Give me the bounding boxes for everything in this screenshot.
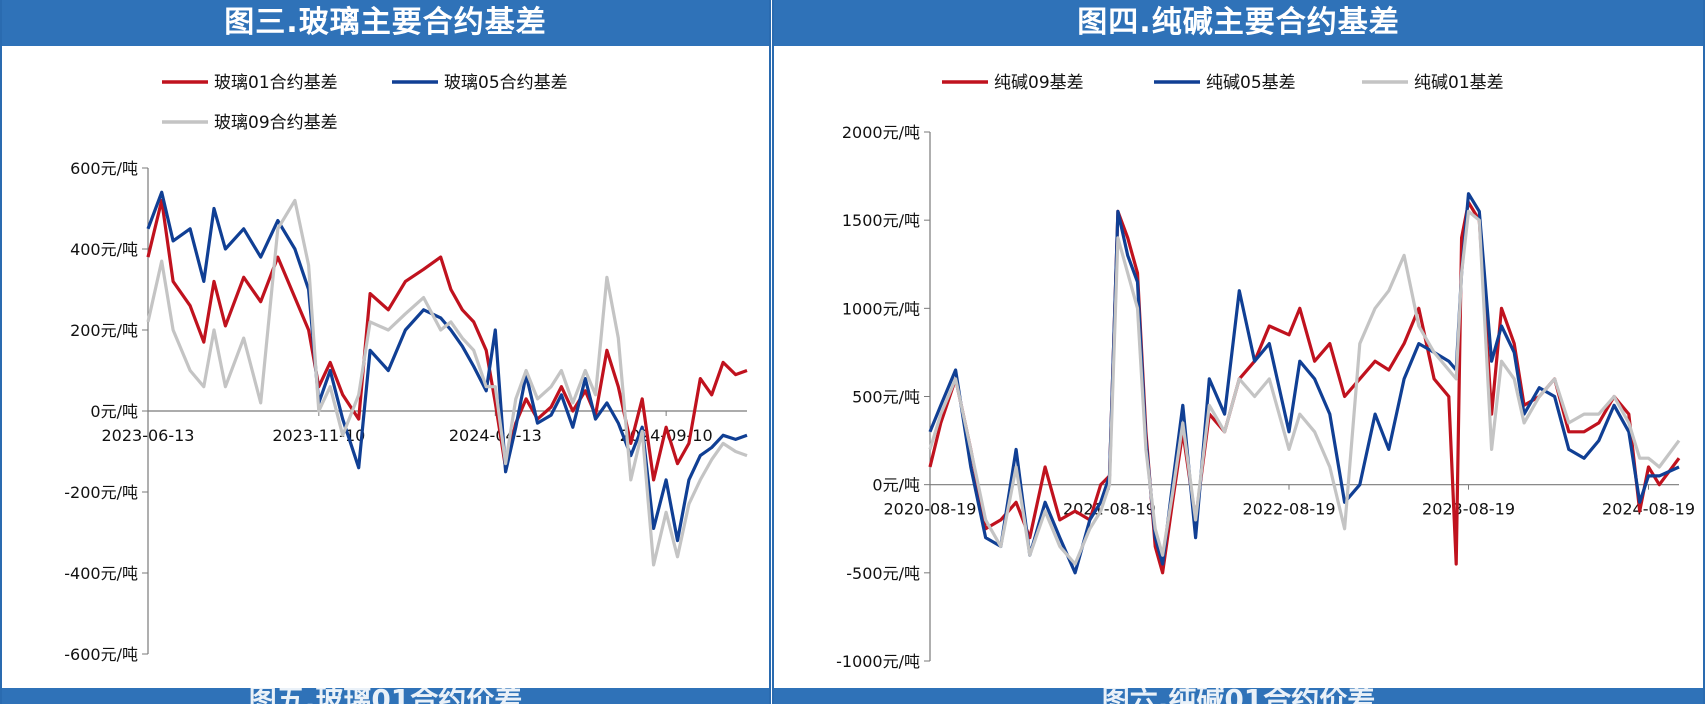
- x-tick-label: 2021-08-19: [1063, 500, 1156, 519]
- y-tick-label: 200元/吨: [70, 321, 138, 340]
- soda-next-title-bar: 图六.纯碱01合约价差: [774, 688, 1703, 704]
- x-tick-label: 2022-08-19: [1243, 500, 1336, 519]
- series-line: [146, 190, 748, 543]
- y-tick-label: 500元/吨: [852, 388, 920, 407]
- x-tick-label: 2023-08-19: [1422, 500, 1515, 519]
- y-tick-label: 1000元/吨: [842, 299, 920, 318]
- y-tick-label: -400元/吨: [64, 564, 138, 583]
- series-line: [928, 209, 1681, 566]
- legend-label: 纯碱05基差: [1206, 73, 1296, 93]
- y-tick-label: 400元/吨: [70, 240, 138, 259]
- y-tick-label: -1000元/吨: [836, 652, 920, 671]
- legend-label: 纯碱01基差: [1414, 73, 1504, 93]
- x-tick-label: 2024-08-19: [1602, 500, 1695, 519]
- x-tick-label: 2023-06-13: [102, 426, 195, 445]
- y-tick-label: -600元/吨: [64, 645, 138, 664]
- series-line: [146, 198, 748, 482]
- x-tick-label: 2024-04-13: [449, 426, 542, 445]
- legend-label: 玻璃05合约基差: [444, 73, 568, 93]
- y-tick-label: 600元/吨: [70, 159, 138, 178]
- glass-chart-title: 图三.玻璃主要合约基差: [2, 0, 769, 46]
- y-tick-label: -200元/吨: [64, 483, 138, 502]
- soda-basis-panel: 图四.纯碱主要合约基差 2000元/吨 1500元/吨 1000元/吨 500元/吨 0…: [772, 0, 1705, 704]
- y-tick-label: 1500元/吨: [842, 211, 920, 230]
- x-tick-label: 2020-08-19: [884, 500, 977, 519]
- soda-chart-title: 图四.纯碱主要合约基差: [774, 0, 1703, 46]
- soda-next-title: 图六.纯碱01合约价差: [774, 688, 1703, 704]
- y-tick-label: 2000元/吨: [842, 123, 920, 142]
- glass-basis-panel: 图三.玻璃主要合约基差 600元/吨 400元/吨 200元/吨 0元/吨 -200元/…: [0, 0, 771, 704]
- glass-next-title-bar: 图五.玻璃01合约价差: [2, 688, 769, 704]
- legend-label: 玻璃01合约基差: [214, 73, 338, 93]
- glass-basis-chart: 600元/吨 400元/吨 200元/吨 0元/吨 -200元/吨 -400元/吨 -600…: [64, 73, 748, 664]
- y-tick-label: 0元/吨: [90, 402, 138, 421]
- series-line: [146, 198, 748, 567]
- y-tick-label: 0元/吨: [872, 476, 920, 495]
- legend-label: 纯碱09基差: [994, 73, 1084, 93]
- legend-label: 玻璃09合约基差: [214, 113, 338, 133]
- glass-next-title: 图五.玻璃01合约价差: [2, 688, 769, 704]
- soda-basis-chart: 2000元/吨 1500元/吨 1000元/吨 500元/吨 0元/吨 -500元/吨 -1…: [836, 73, 1695, 671]
- y-tick-label: -500元/吨: [846, 564, 920, 583]
